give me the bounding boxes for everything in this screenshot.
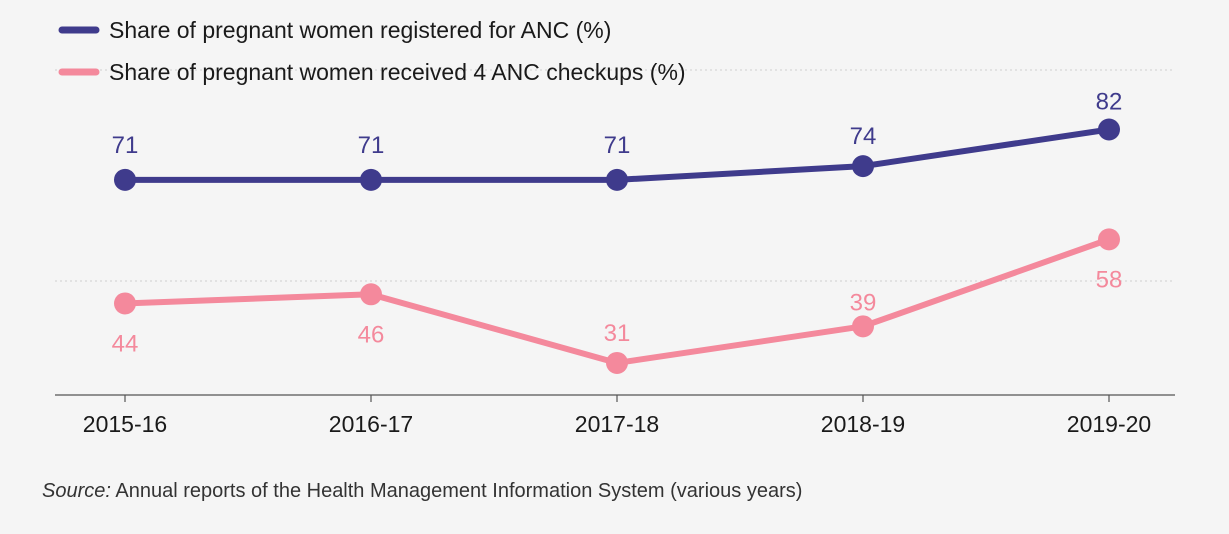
series-layer: 71 71 71 74 82 44 46 31 39 58 (112, 89, 1123, 374)
source-text: Annual reports of the Health Management … (110, 480, 803, 502)
data-point (1098, 118, 1120, 141)
data-point (1098, 228, 1120, 251)
legend: Share of pregnant women registered for A… (58, 17, 686, 85)
x-tick-label: 2018-19 (821, 411, 905, 437)
x-tick-label: 2019-20 (1067, 411, 1151, 437)
x-tick-label: 2017-18 (575, 411, 659, 437)
data-point (852, 155, 874, 178)
legend-label: Share of pregnant women received 4 ANC c… (109, 59, 686, 85)
data-point (606, 168, 628, 191)
data-point (360, 283, 382, 306)
series-1: 71 71 71 74 82 (112, 89, 1123, 191)
data-point (606, 351, 628, 374)
data-point (114, 292, 136, 315)
source-note: Source: Annual reports of the Health Man… (42, 480, 802, 503)
data-label: 58 (1096, 266, 1123, 293)
data-point (852, 315, 874, 338)
data-point (360, 168, 382, 191)
data-label: 44 (112, 330, 139, 357)
data-point (114, 168, 136, 191)
data-label: 39 (850, 289, 877, 316)
x-axis: 2015-16 2016-17 2017-18 2018-19 2019-20 (55, 394, 1175, 437)
x-tick-label: 2015-16 (83, 411, 167, 437)
data-label: 31 (604, 320, 631, 347)
legend-label: Share of pregnant women registered for A… (109, 17, 611, 43)
data-label: 46 (358, 321, 385, 348)
gridlines (55, 69, 1175, 282)
data-label: 71 (112, 132, 139, 159)
data-label: 71 (358, 132, 385, 159)
data-label: 82 (1096, 89, 1123, 116)
source-label: Source: (42, 480, 111, 502)
data-label: 74 (850, 123, 877, 150)
data-label: 71 (604, 132, 631, 159)
x-tick-label: 2016-17 (329, 411, 413, 437)
series-2: 44 46 31 39 58 (112, 228, 1123, 374)
